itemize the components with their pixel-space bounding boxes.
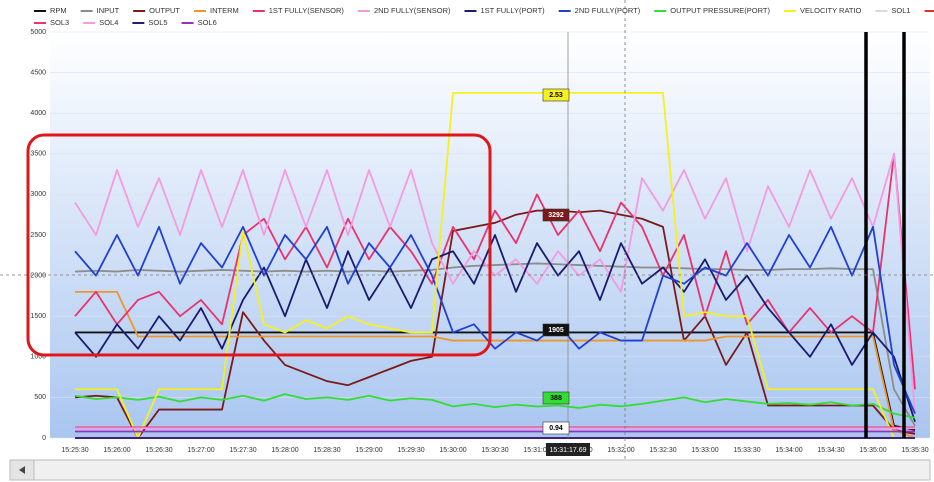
legend-label: SOL1	[891, 6, 910, 15]
cursor-time-box	[546, 443, 590, 456]
value-callout: 3292	[548, 212, 564, 219]
y-tick-label: 500	[34, 394, 46, 401]
legend-label: 1ST FULLY(SENSOR)	[269, 6, 345, 15]
legend-label: SOL3	[50, 18, 69, 27]
legend-label: OUTPUT	[149, 6, 180, 15]
x-tick-label: 15:30:30	[481, 447, 508, 454]
y-tick-label: 1000	[30, 354, 46, 361]
x-tick-label: 15:28:00	[271, 447, 298, 454]
scrollbar[interactable]	[9, 459, 931, 481]
series-line	[74, 393, 916, 419]
value-callout-box	[542, 88, 570, 102]
value-callout: 388	[550, 395, 562, 402]
scroll-arrow	[19, 466, 25, 474]
x-tick-label: 15:34:30	[817, 447, 844, 454]
value-callout-box	[542, 208, 570, 222]
x-tick-label: 15:26:00	[103, 447, 130, 454]
y-tick-label: 0	[42, 435, 46, 442]
x-tick-label: 15:28:30	[313, 447, 340, 454]
series-line	[75, 92, 915, 439]
legend-label: INTERM	[210, 6, 239, 15]
x-tick-label: 15:31:00	[523, 447, 550, 454]
series-line	[74, 262, 916, 427]
x-tick-label: 15:32:00	[607, 447, 634, 454]
series-line	[75, 331, 916, 431]
y-tick-label: 3000	[30, 191, 46, 198]
value-callout-box	[542, 391, 570, 405]
value-callout: 1905	[548, 327, 564, 334]
legend-label: 1ST FULLY(PORT)	[480, 6, 545, 15]
legend-label: SOL6	[198, 18, 217, 27]
x-tick-label: 15:30:00	[439, 447, 466, 454]
x-tick-label: 15:27:30	[229, 447, 256, 454]
x-tick-label: 15:32:30	[649, 447, 676, 454]
x-tick-label: 15:34:00	[775, 447, 802, 454]
x-tick-label: 15:25:30	[61, 447, 88, 454]
y-tick-label: 4500	[30, 69, 46, 76]
series-line	[74, 234, 916, 423]
x-tick-label: 15:35:30	[901, 447, 928, 454]
cursor-time: 15:31:17.69	[550, 447, 587, 454]
y-tick-label: 4000	[30, 110, 46, 117]
x-tick-label: 15:29:30	[397, 447, 424, 454]
value-callout-box	[542, 323, 570, 337]
series-line	[74, 152, 916, 390]
legend-label: 2ND FULLY(SENSOR)	[374, 6, 451, 15]
legend-label: VELOCITY RATIO	[800, 6, 862, 15]
value-callout-box	[542, 421, 570, 435]
legend-label: RPM	[50, 6, 67, 15]
legend-label: 2ND FULLY(PORT)	[575, 6, 641, 15]
legend-label: SOL5	[148, 18, 167, 27]
x-tick-label: 15:26:30	[145, 447, 172, 454]
x-tick-label: 15:35:00	[859, 447, 886, 454]
x-tick-label: 15:27:00	[187, 447, 214, 454]
x-tick-label: 15:29:00	[355, 447, 382, 454]
highlight-box	[26, 133, 492, 357]
value-callout: 0.94	[549, 425, 563, 432]
series-line	[74, 209, 916, 439]
series-line	[74, 225, 916, 414]
value-callout: 2.53	[549, 92, 563, 99]
x-tick-label: 15:33:30	[733, 447, 760, 454]
series-line	[74, 152, 916, 414]
y-tick-label: 2500	[30, 232, 46, 239]
legend-label: INPUT	[97, 6, 120, 15]
x-tick-label: 15:33:00	[691, 447, 718, 454]
legend-label: SOL4	[99, 18, 118, 27]
y-tick-label: 3500	[30, 151, 46, 158]
legend-label: OUTPUT PRESSURE(PORT)	[670, 6, 770, 15]
y-tick-label: 1500	[30, 313, 46, 320]
y-tick-label: 2000	[30, 272, 46, 279]
y-tick-label: 5000	[30, 29, 46, 36]
